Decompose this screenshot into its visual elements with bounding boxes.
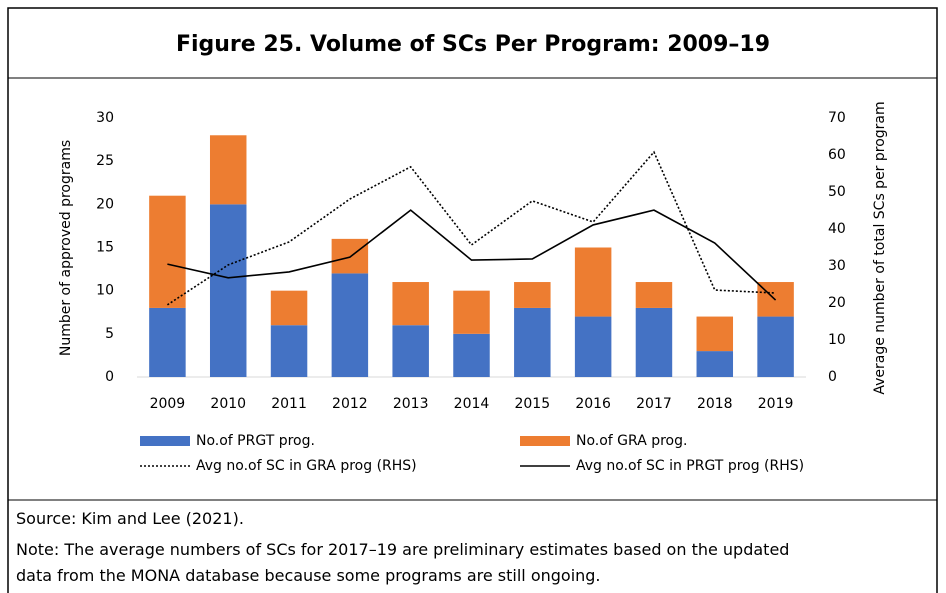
y2-tick-label: 20 [828,295,846,311]
x-tick-label: 2011 [271,396,307,412]
legend-swatch [520,436,570,446]
bar [453,290,490,334]
x-tick-label: 2016 [575,396,611,412]
y2-tick-label: 50 [828,184,846,200]
y2-tick-label: 0 [828,369,837,385]
x-tick-label: 2019 [758,396,794,412]
y-tick-label: 30 [96,110,114,126]
x-tick-label: 2012 [332,396,368,412]
bar [392,325,429,377]
x-tick-label: 2018 [697,396,733,412]
legend-label: No.of GRA prog. [576,433,687,449]
legend-label: Avg no.of SC in PRGT prog (RHS) [576,458,804,474]
legend-label: Avg no.of SC in GRA prog (RHS) [196,458,417,474]
bar [574,316,612,377]
y-tick-label: 25 [96,153,114,169]
bar [453,333,490,377]
bar [635,307,673,377]
y2-tick-label: 10 [828,332,846,348]
y2-axis-label: Average number of total SCs per program [872,101,888,394]
x-tick-label: 2009 [150,396,186,412]
source: Source: Kim and Lee (2021). [16,509,244,528]
legend-label: No.of PRGT prog. [196,433,315,449]
x-tick-label: 2010 [210,396,246,412]
y-tick-label: 15 [96,240,114,256]
x-tick-label: 2015 [514,396,550,412]
bar [209,204,247,377]
bar [696,316,734,352]
bar [635,282,673,308]
bar [514,282,551,308]
y-tick-label: 5 [105,326,114,342]
y2-tick-label: 30 [828,258,846,274]
y2-tick-label: 40 [828,221,846,237]
frame [7,7,938,593]
legend-swatch [140,436,190,446]
bar [209,135,247,205]
bar [757,316,794,377]
note: Note: The average numbers of SCs for 201… [16,540,790,585]
y-tick-label: 0 [105,369,114,385]
bar [696,351,734,377]
chart-title: Figure 25. Volume of SCs Per Program: 20… [176,32,770,57]
bar [149,195,186,308]
y-tick-label: 10 [96,283,114,299]
line [166,150,776,306]
bar [270,290,308,326]
x-tick-label: 2013 [393,396,429,412]
bar [514,307,551,377]
y2-tick-label: 60 [828,147,846,163]
y-axis-label: Number of approved programs [58,140,74,356]
x-tick-label: 2017 [636,396,672,412]
bar [149,307,186,377]
y-tick-label: 20 [96,196,114,212]
x-tick-label: 2014 [454,396,490,412]
bar [331,273,369,377]
line [167,209,777,301]
bar [574,247,612,317]
y2-tick-label: 70 [828,110,846,126]
bar [270,325,308,377]
bar [392,282,429,326]
